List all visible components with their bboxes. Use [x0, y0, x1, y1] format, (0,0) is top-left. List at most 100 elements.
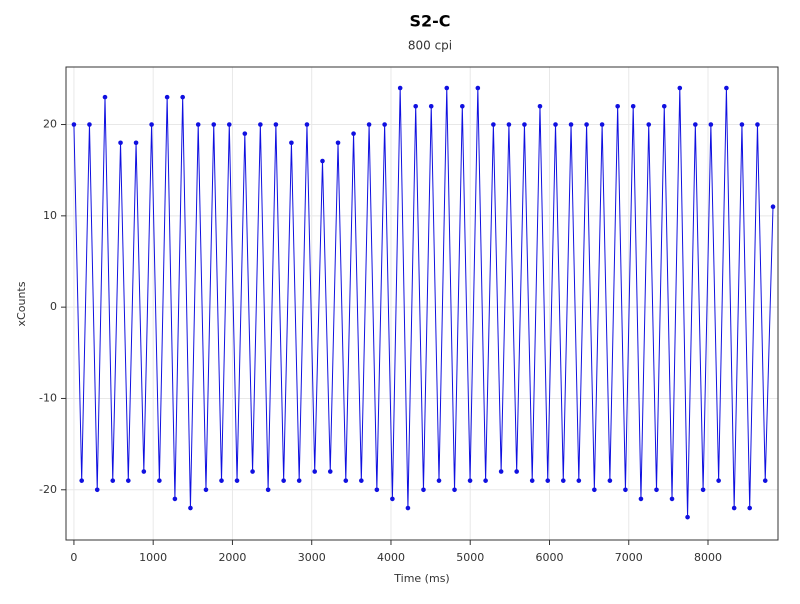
data-point	[273, 122, 279, 127]
data-point	[498, 469, 504, 474]
data-point	[304, 122, 310, 127]
data-point	[638, 496, 644, 502]
plot-frame	[65, 66, 779, 541]
data-point	[320, 158, 325, 164]
chart-title: S2-C	[409, 12, 450, 31]
data-point	[677, 85, 683, 91]
data-point	[250, 469, 255, 474]
data-point	[265, 487, 271, 493]
data-point	[390, 496, 395, 502]
data-point	[382, 122, 387, 127]
data-point	[607, 478, 613, 483]
data-point	[467, 478, 473, 483]
data-point	[731, 505, 737, 511]
data-point	[71, 122, 77, 127]
data-point	[359, 478, 364, 483]
data-point	[615, 103, 620, 109]
x-tick-label: 0	[70, 551, 77, 564]
data-point	[133, 140, 139, 146]
data-point	[219, 478, 224, 483]
data-point	[203, 487, 209, 493]
data-point	[592, 487, 597, 493]
data-point	[188, 505, 193, 511]
data-point	[397, 85, 403, 91]
data-point	[584, 122, 589, 127]
data-point	[157, 478, 162, 483]
data-point	[724, 85, 729, 91]
x-tick-label: 7000	[615, 551, 643, 564]
data-point	[522, 122, 527, 127]
data-point	[335, 140, 341, 146]
y-tick-label: 20	[43, 118, 57, 131]
x-tick-label: 1000	[139, 551, 167, 564]
data-point	[452, 487, 457, 493]
data-point	[669, 496, 675, 502]
data-point	[258, 122, 263, 127]
data-point	[421, 487, 426, 493]
data-point	[475, 85, 481, 91]
data-point	[623, 487, 628, 493]
x-tick-label: 6000	[535, 551, 563, 564]
data-point	[87, 122, 92, 127]
data-point	[281, 478, 286, 483]
data-point	[234, 478, 240, 483]
data-point	[428, 103, 434, 109]
data-point	[436, 478, 442, 483]
data-point	[762, 478, 768, 483]
data-point	[514, 469, 519, 474]
x-axis-label: Time (ms)	[393, 572, 449, 585]
data-point	[211, 122, 217, 127]
data-point	[739, 122, 745, 127]
data-point	[529, 478, 535, 483]
data-point	[180, 94, 185, 100]
data-point	[693, 122, 698, 127]
x-tick-label: 5000	[456, 551, 484, 564]
data-point	[568, 122, 574, 127]
data-point	[630, 103, 636, 109]
data-point	[374, 487, 380, 493]
data-point	[716, 478, 721, 483]
data-point	[226, 122, 232, 127]
data-point	[343, 478, 349, 483]
data-point	[102, 94, 108, 100]
data-point	[537, 103, 543, 109]
data-point	[172, 496, 178, 502]
data-point	[94, 487, 100, 493]
data-point	[351, 131, 356, 136]
data-point	[110, 478, 116, 483]
data-point	[242, 131, 248, 136]
data-point	[405, 505, 411, 511]
data-point	[413, 103, 418, 109]
data-point	[654, 487, 659, 493]
data-point	[700, 487, 706, 493]
data-point	[599, 122, 605, 127]
data-point	[141, 469, 147, 474]
y-tick-label: -20	[39, 483, 57, 496]
data-point	[685, 514, 690, 520]
data-point	[79, 478, 84, 483]
x-tick-label: 3000	[298, 551, 326, 564]
series-line	[73, 87, 774, 518]
data-point	[483, 478, 488, 483]
data-point	[289, 140, 294, 146]
y-tick-label: 0	[50, 300, 57, 313]
data-point	[747, 505, 753, 511]
data-point	[770, 204, 776, 210]
x-tick-label: 8000	[694, 551, 722, 564]
data-point	[560, 478, 566, 483]
data-point	[661, 103, 667, 109]
data-point	[125, 478, 131, 483]
data-point	[118, 140, 123, 146]
x-tick-label: 2000	[218, 551, 246, 564]
chart-subtitle: 800 cpi	[408, 39, 452, 53]
y-tick-label: 10	[43, 209, 57, 222]
y-tick-label: -10	[39, 391, 57, 404]
data-point	[296, 478, 302, 483]
data-point	[195, 122, 201, 127]
y-axis-label: xCounts	[15, 281, 28, 326]
data-point	[444, 85, 450, 91]
data-point	[491, 122, 496, 127]
data-point	[576, 478, 582, 483]
data-point	[545, 478, 551, 483]
